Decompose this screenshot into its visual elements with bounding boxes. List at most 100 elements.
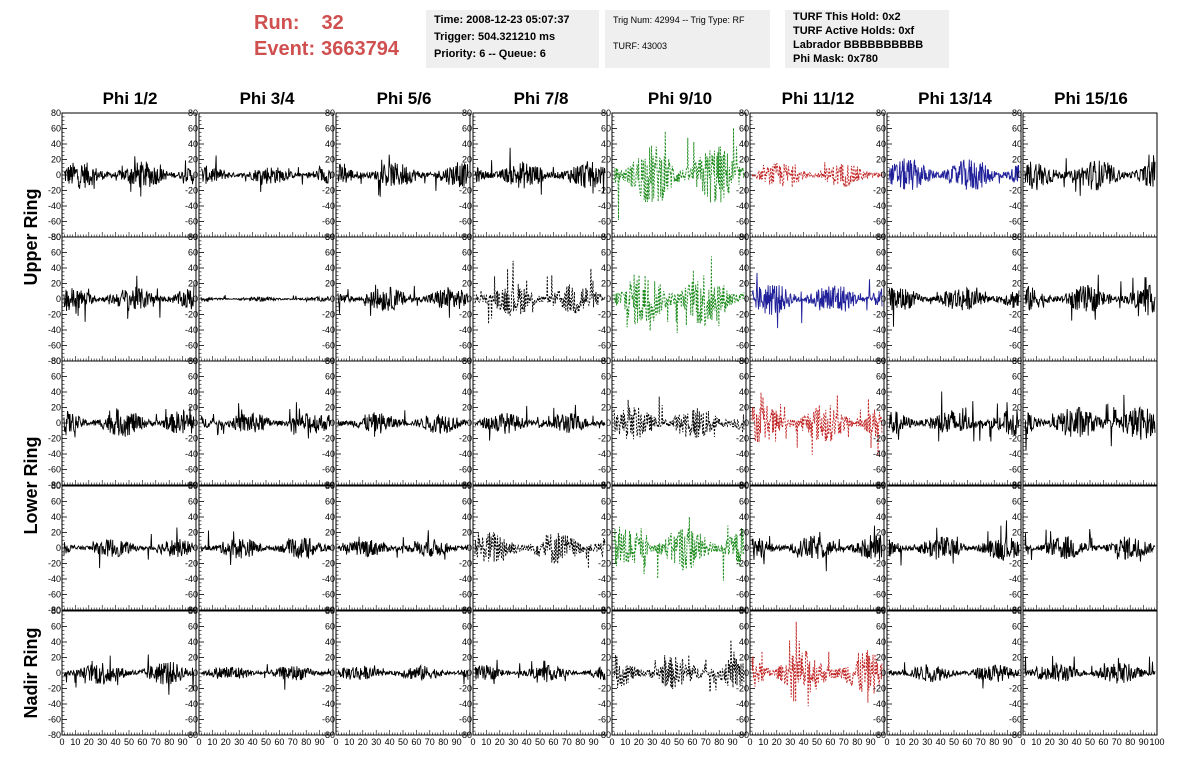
y-tick-label: -80 <box>322 605 335 615</box>
y-tick-label: 0 <box>606 668 611 678</box>
x-tick-label: 50 <box>674 737 684 747</box>
x-tick-label: 0 <box>609 737 614 747</box>
y-tick-label: 80 <box>325 232 335 242</box>
y-tick-label: -40 <box>322 325 335 335</box>
waveform-series <box>751 162 883 189</box>
y-tick-label: 0 <box>1017 668 1022 678</box>
y-tick-label: 40 <box>462 139 472 149</box>
y-tick-label: 40 <box>739 263 749 273</box>
y-tick-label: -20 <box>736 310 749 320</box>
y-tick-label: 60 <box>601 124 611 134</box>
trig-num-text: Trig Num: 42994 -- Trig Type: RF <box>613 15 745 25</box>
y-tick-label: -60 <box>185 715 198 725</box>
y-tick-label: 0 <box>467 294 472 304</box>
y-tick-label: 40 <box>462 637 472 647</box>
y-tick-label: 0 <box>193 170 198 180</box>
y-tick-label: 60 <box>188 622 198 632</box>
y-tick-label: 20 <box>188 279 198 289</box>
event-label: Event: <box>254 38 316 60</box>
y-tick-label: 80 <box>188 356 198 366</box>
y-tick-label: -20 <box>1009 434 1022 444</box>
y-tick-label: -60 <box>873 590 886 600</box>
y-tick-label: 80 <box>51 606 61 616</box>
y-tick-label: -40 <box>48 449 61 459</box>
y-tick-label: 80 <box>188 232 198 242</box>
y-tick-label: 40 <box>739 387 749 397</box>
y-tick-label: 40 <box>876 637 886 647</box>
y-tick-label: -40 <box>48 574 61 584</box>
y-tick-label: 0 <box>744 170 749 180</box>
y-tick-label: -60 <box>873 341 886 351</box>
y-tick-label: -20 <box>48 434 61 444</box>
y-tick-label: -80 <box>322 730 335 740</box>
y-tick-label: -40 <box>873 201 886 211</box>
y-tick-label: -20 <box>185 559 198 569</box>
x-tick-label: 40 <box>248 737 258 747</box>
y-tick-label: -40 <box>873 325 886 335</box>
waveform-series <box>337 284 469 318</box>
y-tick-label: 40 <box>1012 139 1022 149</box>
waveform-series <box>474 147 606 195</box>
x-tick-label: 90 <box>589 737 599 747</box>
y-tick-label: 0 <box>193 543 198 553</box>
y-tick-label: -40 <box>322 574 335 584</box>
x-tick-label: 60 <box>687 737 697 747</box>
y-tick-label: 40 <box>876 139 886 149</box>
y-tick-label: 20 <box>51 279 61 289</box>
y-tick-label: 40 <box>188 512 198 522</box>
y-tick-label: 60 <box>462 622 472 632</box>
y-tick-label: -60 <box>459 715 472 725</box>
y-tick-label: -40 <box>1009 325 1022 335</box>
y-tick-label: 0 <box>606 418 611 428</box>
y-tick-label: 20 <box>876 653 886 663</box>
waveform-series <box>474 404 606 441</box>
waveform-series <box>63 275 195 322</box>
y-tick-label: 80 <box>876 108 886 118</box>
y-tick-label: -40 <box>185 201 198 211</box>
y-tick-label: 60 <box>1012 248 1022 258</box>
y-tick-label: -80 <box>1009 605 1022 615</box>
y-tick-label: -40 <box>322 449 335 459</box>
y-tick-label: 40 <box>876 387 886 397</box>
waveform-series <box>613 516 745 581</box>
waveform-series <box>751 621 883 707</box>
y-tick-label: 0 <box>606 294 611 304</box>
labrador-text: Labrador BBBBBBBBBB <box>793 39 924 51</box>
y-tick-label: 80 <box>1012 108 1022 118</box>
y-tick-label: 40 <box>51 263 61 273</box>
x-tick-label: 30 <box>785 737 795 747</box>
y-tick-label: 0 <box>467 170 472 180</box>
y-tick-label: 20 <box>1012 155 1022 165</box>
x-tick-label: 60 <box>274 737 284 747</box>
y-tick-label: 80 <box>739 232 749 242</box>
x-tick-label: 20 <box>1045 737 1055 747</box>
priority-text: Priority: 6 -- Queue: 6 <box>434 48 546 60</box>
y-tick-label: -40 <box>1009 449 1022 459</box>
y-tick-label: -60 <box>185 590 198 600</box>
y-tick-label: 0 <box>744 294 749 304</box>
y-tick-label: -40 <box>736 449 749 459</box>
x-tick-label: 0 <box>333 737 338 747</box>
column-title: Phi 3/4 <box>240 89 295 108</box>
y-tick-label: -80 <box>48 232 61 242</box>
turf-info-box: TURF This Hold: 0x2 TURF Active Holds: 0… <box>785 10 949 68</box>
y-tick-label: 0 <box>56 418 61 428</box>
y-tick-label: 80 <box>876 232 886 242</box>
x-tick-label: 70 <box>976 737 986 747</box>
x-tick-label: 90 <box>1139 737 1149 747</box>
y-tick-label: -40 <box>736 574 749 584</box>
y-tick-label: 80 <box>601 606 611 616</box>
y-tick-label: 60 <box>325 497 335 507</box>
y-tick-label: 80 <box>51 232 61 242</box>
y-tick-label: 60 <box>188 497 198 507</box>
y-tick-label: 0 <box>467 668 472 678</box>
y-tick-label: 60 <box>462 497 472 507</box>
y-tick-label: 20 <box>462 403 472 413</box>
y-tick-label: 0 <box>881 543 886 553</box>
x-tick-label: 90 <box>728 737 738 747</box>
y-tick-label: 40 <box>1012 512 1022 522</box>
y-tick-label: -20 <box>185 434 198 444</box>
y-tick-label: -80 <box>185 730 198 740</box>
x-tick-label: 90 <box>452 737 462 747</box>
y-tick-label: 40 <box>739 139 749 149</box>
